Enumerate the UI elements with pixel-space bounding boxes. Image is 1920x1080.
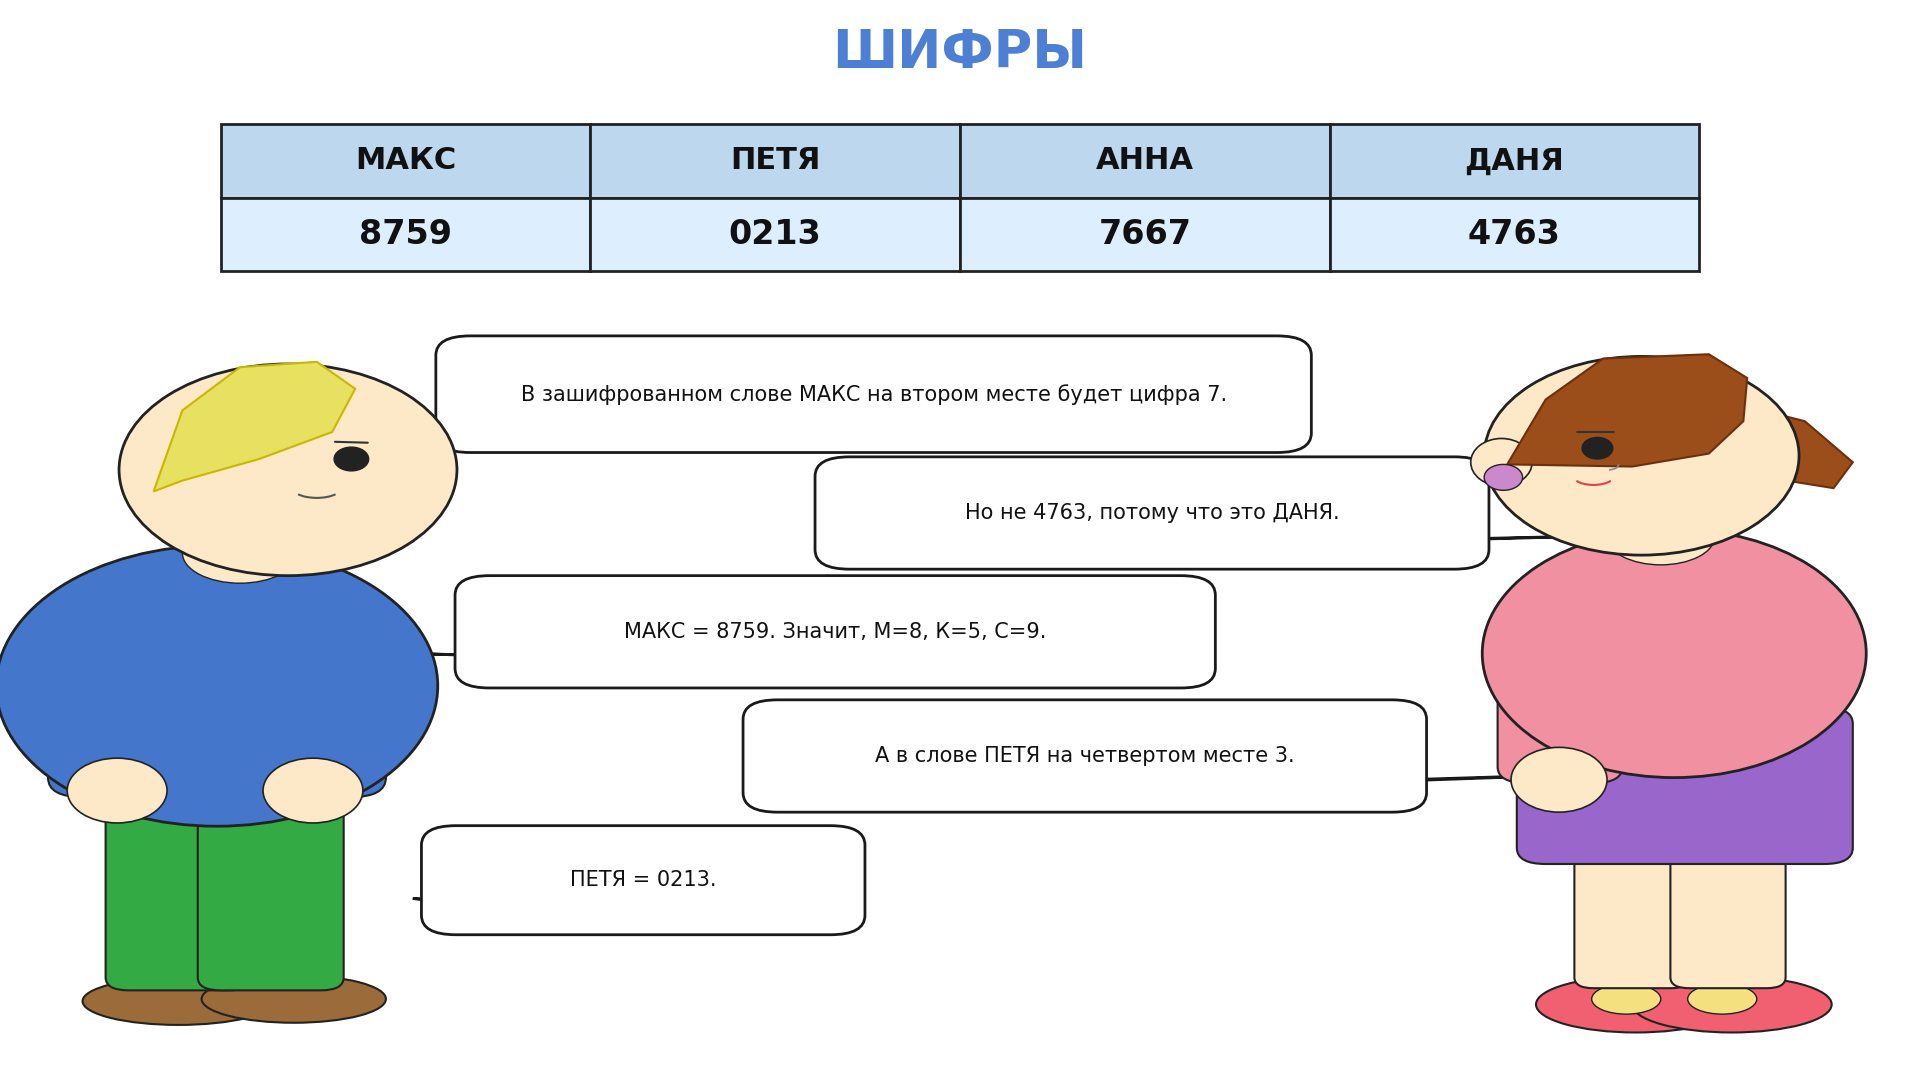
Text: ДАНЯ: ДАНЯ [1465,147,1565,175]
FancyBboxPatch shape [1574,826,1690,988]
Ellipse shape [1592,984,1661,1014]
Text: Но не 4763, потому что это ДАНЯ.: Но не 4763, потому что это ДАНЯ. [964,503,1340,523]
Ellipse shape [202,975,386,1023]
Text: МАКС = 8759. Значит, М=8, К=5, С=9.: МАКС = 8759. Значит, М=8, К=5, С=9. [624,622,1046,642]
Text: ПЕТЯ: ПЕТЯ [730,147,820,175]
Ellipse shape [83,977,275,1025]
FancyBboxPatch shape [960,124,1329,198]
Text: МАКС: МАКС [355,147,457,175]
Ellipse shape [119,364,457,576]
FancyBboxPatch shape [198,802,344,990]
FancyBboxPatch shape [1670,826,1786,988]
Polygon shape [1158,772,1651,787]
Text: АННА: АННА [1096,147,1194,175]
FancyBboxPatch shape [1517,707,1853,864]
Text: ШИФРЫ: ШИФРЫ [833,27,1087,79]
FancyBboxPatch shape [960,198,1329,271]
FancyBboxPatch shape [814,457,1490,569]
FancyBboxPatch shape [244,639,386,797]
Polygon shape [1225,535,1651,544]
Polygon shape [1507,354,1747,467]
FancyBboxPatch shape [106,802,252,990]
FancyBboxPatch shape [1498,637,1622,783]
Ellipse shape [1688,984,1757,1014]
FancyBboxPatch shape [221,198,591,271]
Text: ПЕТЯ = 0213.: ПЕТЯ = 0213. [570,870,716,890]
Ellipse shape [263,758,363,823]
Ellipse shape [1482,529,1866,778]
FancyBboxPatch shape [436,336,1311,453]
FancyBboxPatch shape [221,124,591,198]
FancyBboxPatch shape [48,639,190,797]
Ellipse shape [1484,464,1523,490]
Ellipse shape [67,758,167,823]
Polygon shape [1709,402,1853,488]
Text: 0213: 0213 [730,218,822,251]
Ellipse shape [334,447,369,471]
Ellipse shape [1632,976,1832,1032]
Text: А в слове ПЕТЯ на четвертом месте 3.: А в слове ПЕТЯ на четвертом месте 3. [876,746,1294,766]
Ellipse shape [1607,509,1715,565]
Ellipse shape [182,523,298,583]
FancyBboxPatch shape [591,198,960,271]
FancyBboxPatch shape [591,124,960,198]
FancyBboxPatch shape [455,576,1215,688]
Ellipse shape [369,454,438,508]
Polygon shape [154,362,355,491]
Ellipse shape [1471,438,1532,486]
FancyBboxPatch shape [1329,198,1699,271]
Polygon shape [413,428,778,437]
Text: 4763: 4763 [1469,218,1561,251]
FancyBboxPatch shape [422,825,864,934]
Text: 7667: 7667 [1098,218,1190,251]
Ellipse shape [1484,356,1799,555]
Ellipse shape [1582,437,1613,459]
Text: 8759: 8759 [359,218,451,251]
Polygon shape [413,653,753,663]
Ellipse shape [0,545,438,826]
Text: В зашифрованном слове МАКС на втором месте будет цифра 7.: В зашифрованном слове МАКС на втором мес… [520,383,1227,405]
Ellipse shape [1536,976,1736,1032]
FancyBboxPatch shape [743,700,1427,812]
Polygon shape [413,899,599,909]
FancyBboxPatch shape [1329,124,1699,198]
Ellipse shape [1511,747,1607,812]
